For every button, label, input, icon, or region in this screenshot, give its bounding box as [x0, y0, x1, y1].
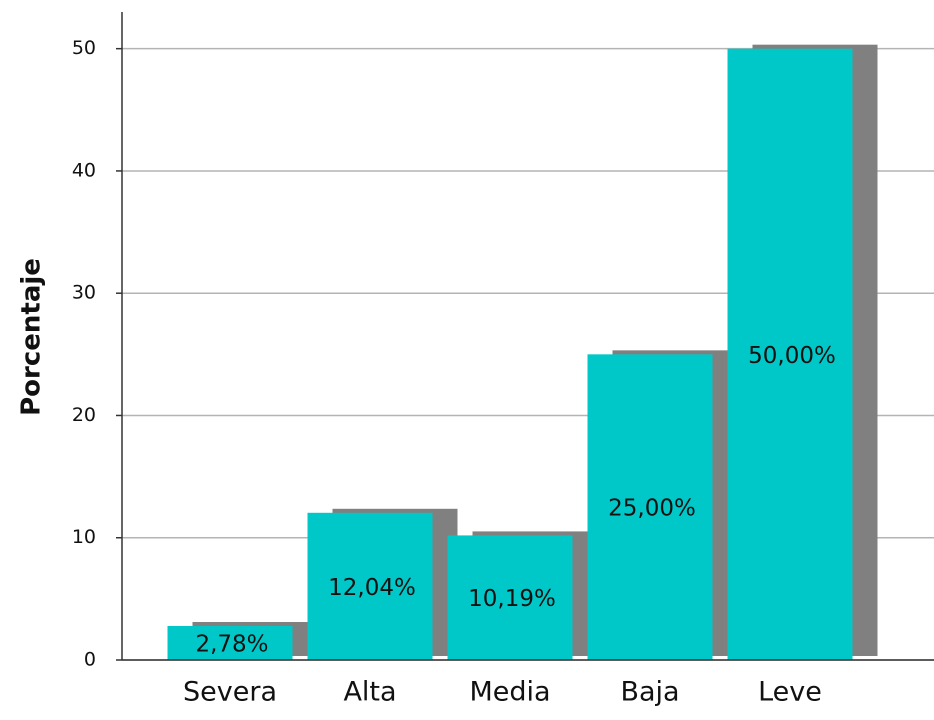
bar: [447, 535, 573, 660]
bar: [727, 48, 853, 660]
value-label: 25,00%: [608, 496, 696, 522]
bar: [167, 626, 293, 660]
y-tick-label: 20: [72, 404, 96, 426]
value-label: 2,78%: [195, 632, 268, 658]
value-label: 10,19%: [468, 586, 556, 612]
bar: [307, 512, 433, 660]
y-axis-label: Porcentaje: [17, 258, 47, 416]
value-label: 12,04%: [328, 575, 416, 601]
value-label: 50,00%: [748, 343, 836, 369]
y-tick-label: 0: [84, 649, 96, 671]
x-tick-label: Baja: [620, 677, 679, 708]
y-tick-label: 40: [72, 159, 96, 181]
y-tick-label: 30: [72, 282, 96, 304]
y-tick-label: 50: [72, 37, 96, 59]
x-tick-label: Severa: [183, 677, 277, 708]
bar: [587, 354, 713, 660]
y-tick-label: 10: [72, 526, 96, 548]
x-tick-label: Alta: [343, 677, 396, 708]
x-tick-label: Media: [469, 677, 550, 708]
x-tick-label: Leve: [758, 677, 822, 708]
